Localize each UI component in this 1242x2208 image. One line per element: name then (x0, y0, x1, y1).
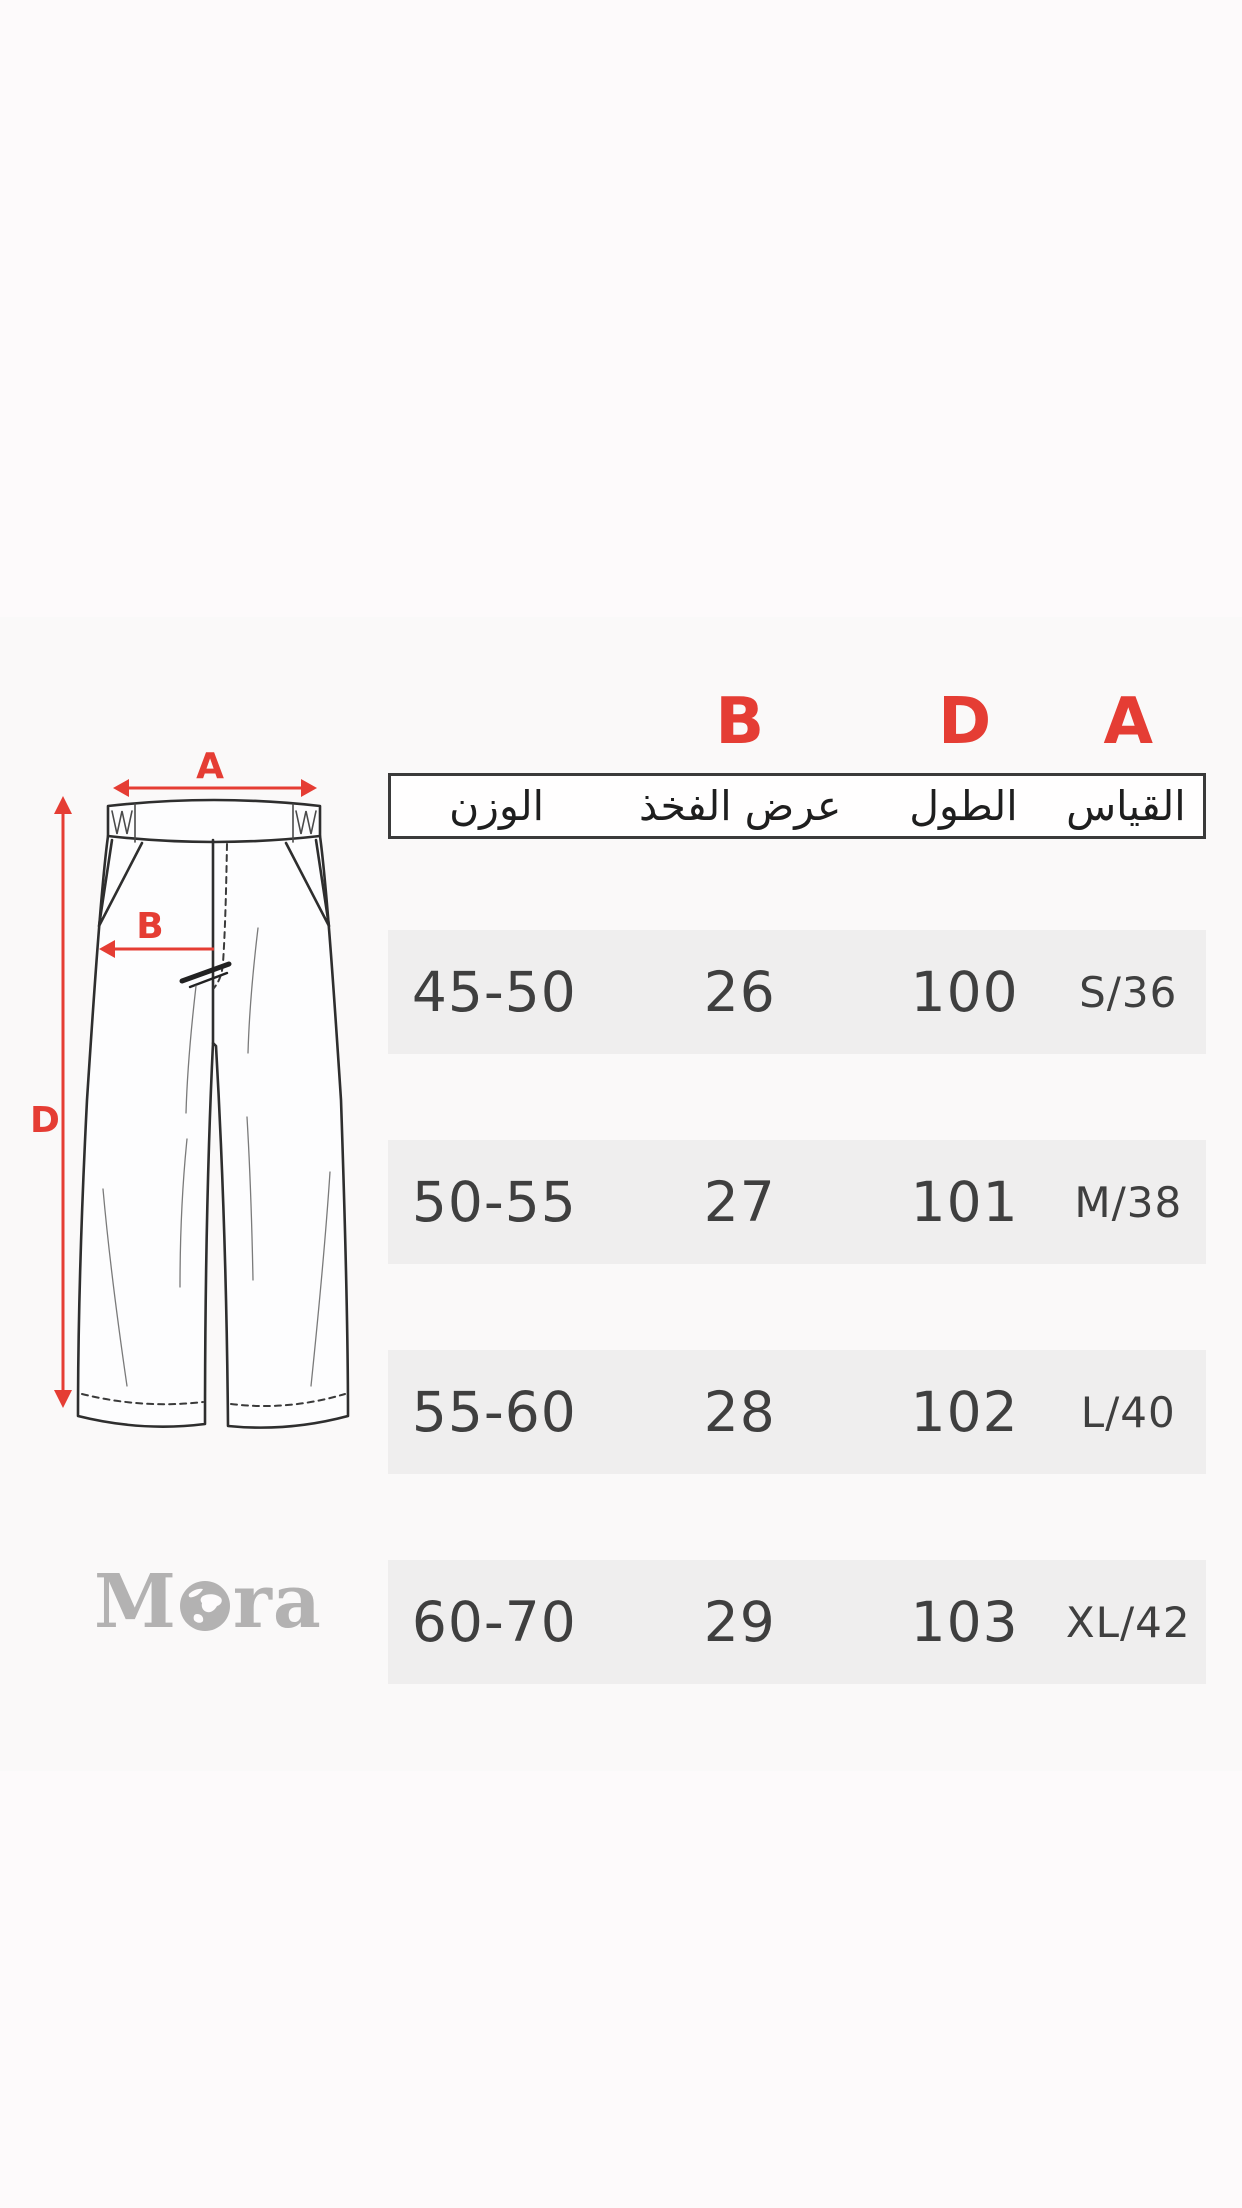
table-header: الوزن عرض الفخذ الطول القياس (388, 773, 1206, 839)
cell-weight: 55-60 (411, 1380, 577, 1444)
globe-icon (179, 1581, 230, 1631)
arrowhead-waist-left (113, 779, 129, 797)
cell-size: L/40 (1080, 1387, 1176, 1437)
dimension-label-waist: A (196, 748, 224, 787)
header-size: القياس (1066, 782, 1186, 830)
cell-length: 102 (910, 1380, 1019, 1444)
header-weight: الوزن (449, 782, 545, 830)
pants-diagram: A B D (30, 748, 380, 1448)
cell-thigh-width: 28 (703, 1380, 776, 1444)
cell-size: S/36 (1079, 967, 1178, 1017)
hem-stitch-right (230, 1393, 346, 1408)
pants-outline (76, 798, 350, 1429)
column-letters-row: B D A (388, 682, 1206, 762)
crease-line (310, 1171, 331, 1387)
cell-thigh-width: 29 (703, 1590, 776, 1654)
fly-bartack-2 (188, 971, 229, 989)
elastic-zigzag-left (111, 810, 133, 835)
cell-thigh-width: 26 (703, 960, 776, 1024)
crease-line (179, 1138, 188, 1288)
logo-letter-m: M (94, 1559, 177, 1645)
header-thigh-width: عرض الفخذ (638, 782, 842, 830)
crease-line (185, 985, 197, 1114)
crease-line (246, 1116, 254, 1281)
logo-letters-ra: ra (232, 1559, 322, 1645)
table-row: 60-70 29 103 XL/42 (388, 1560, 1206, 1684)
arrowhead-length-top (54, 796, 72, 814)
arrowhead-thigh-left (99, 940, 115, 958)
header-length: الطول (909, 782, 1018, 830)
cell-size: M/38 (1074, 1177, 1183, 1227)
column-letter-size: A (1103, 685, 1154, 759)
brand-logo: M ra (94, 1559, 322, 1645)
crease-line (247, 927, 259, 1054)
elastic-zigzag-right (295, 810, 317, 835)
fly-stitch-line (213, 843, 228, 989)
table-row: 45-50 26 100 S/36 (388, 930, 1206, 1054)
pocket-left (97, 838, 144, 928)
cell-weight: 45-50 (411, 960, 577, 1024)
cell-size: XL/42 (1065, 1597, 1191, 1647)
crease-line (102, 1188, 128, 1387)
cell-length: 101 (910, 1170, 1019, 1234)
table-row: 50-55 27 101 M/38 (388, 1140, 1206, 1264)
cell-weight: 60-70 (411, 1590, 577, 1654)
column-letter-thigh: B (715, 685, 765, 759)
dimension-label-thigh: B (136, 906, 163, 947)
cell-thigh-width: 27 (703, 1170, 776, 1234)
bottom-margin (0, 1771, 1242, 2208)
pocket-right (284, 838, 331, 928)
cell-length: 100 (910, 960, 1019, 1024)
cell-length: 103 (910, 1590, 1019, 1654)
pants-silhouette (78, 800, 348, 1428)
arrowhead-waist-right (301, 779, 317, 797)
top-margin (0, 0, 1242, 617)
table-row: 55-60 28 102 L/40 (388, 1350, 1206, 1474)
column-letter-length: D (938, 685, 992, 759)
arrowhead-length-bottom (54, 1390, 72, 1408)
dimension-label-length: D (30, 1100, 60, 1141)
fly-bartack (179, 961, 232, 984)
cell-weight: 50-55 (411, 1170, 577, 1234)
hem-stitch-left (81, 1393, 204, 1406)
pants-diagram-svg: A B D (30, 748, 350, 1429)
